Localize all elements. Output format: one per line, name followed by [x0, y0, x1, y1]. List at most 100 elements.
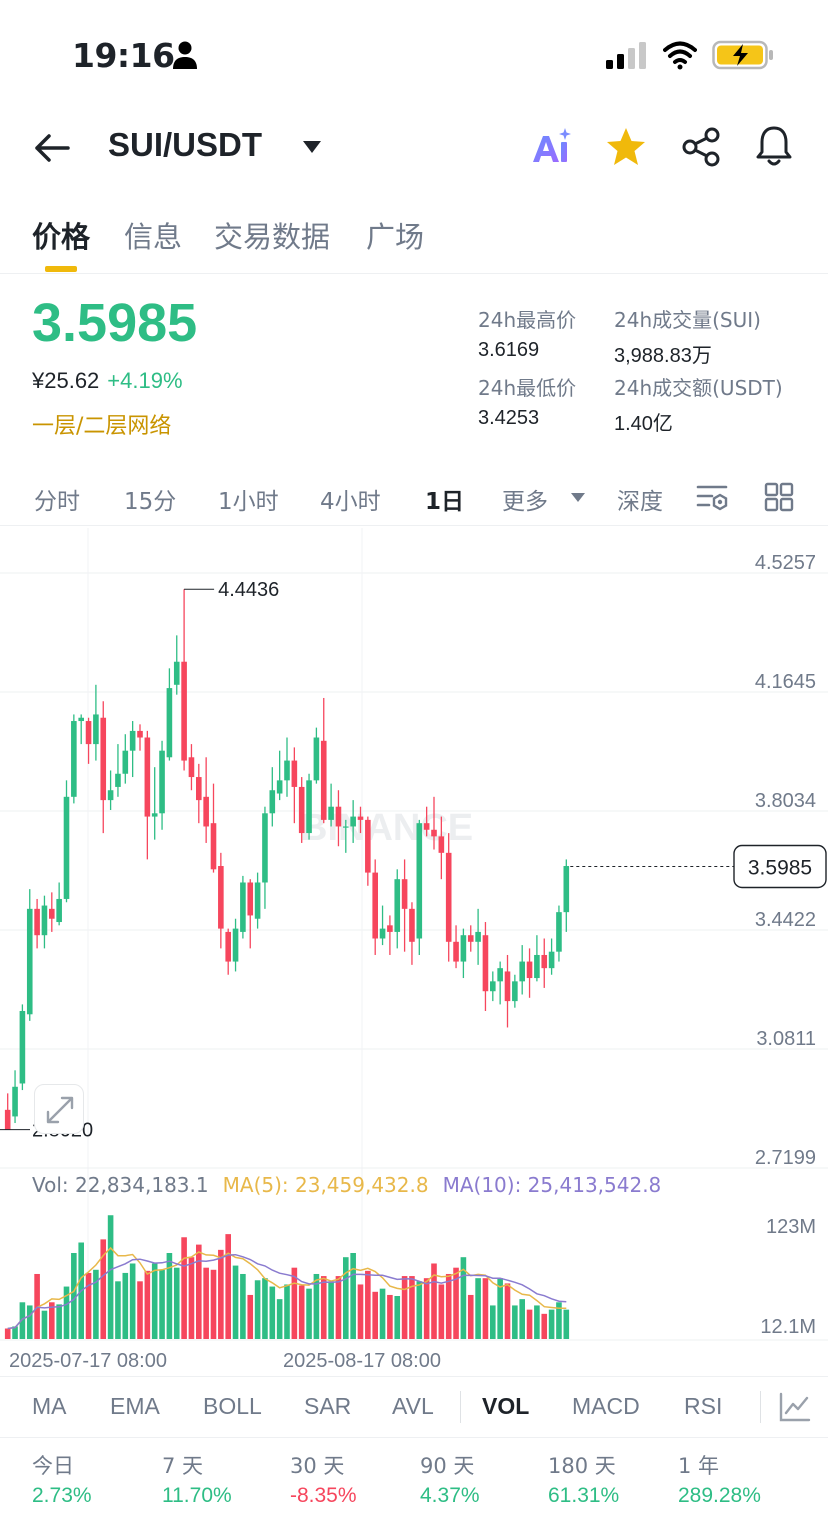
- candle-body: [225, 931, 231, 962]
- candle-body: [12, 1086, 18, 1117]
- volume-bar: [247, 1294, 254, 1339]
- price-cny: ¥25.62: [32, 368, 100, 393]
- interval-1d[interactable]: 1日: [425, 489, 465, 515]
- candle-body: [335, 806, 342, 827]
- interval-time-share[interactable]: 分时: [34, 489, 80, 515]
- kline-chart[interactable]: BINANCE 4.5257 4.1645 3.8034 3.4422 3.0811 2.7…: [0, 528, 828, 1374]
- expand-icon: [46, 1096, 74, 1124]
- volume-bar: [232, 1265, 239, 1339]
- battery-charging-icon: [712, 40, 773, 70]
- interval-4h[interactable]: 4小时: [320, 489, 381, 515]
- interval-more[interactable]: 更多: [502, 489, 548, 515]
- volume-bar: [159, 1269, 165, 1339]
- tab-info[interactable]: 信息: [124, 220, 183, 254]
- kline-chart-svg[interactable]: BINANCE4.52574.16453.80343.44223.08112.7…: [0, 528, 828, 1374]
- indicator-boll[interactable]: BOLL: [203, 1393, 262, 1419]
- share-icon[interactable]: [680, 126, 722, 168]
- volume-bar: [372, 1291, 378, 1339]
- y-axis-tick-label: 4.1645: [755, 671, 816, 693]
- stat-label: 24h成交量(SUI): [614, 308, 761, 332]
- indicator-macd[interactable]: MACD: [572, 1393, 640, 1419]
- volume-bar: [343, 1257, 349, 1339]
- volume-bar: [218, 1249, 224, 1339]
- pair-title[interactable]: SUI/USDT: [108, 126, 263, 163]
- caret-down-icon[interactable]: [302, 140, 322, 154]
- interval-1h[interactable]: 1小时: [218, 489, 279, 515]
- candle-body: [526, 961, 533, 979]
- volume-bar: [269, 1286, 276, 1339]
- caret-down-icon[interactable]: [570, 492, 586, 503]
- volume-bar: [122, 1272, 129, 1339]
- tab-square[interactable]: 广场: [366, 220, 425, 254]
- volume-bar: [63, 1286, 70, 1339]
- perf-label: 1 年: [678, 1454, 720, 1478]
- bell-icon[interactable]: [754, 124, 794, 168]
- volume-bar: [490, 1305, 496, 1339]
- volume-bar: [56, 1304, 62, 1339]
- back-arrow-icon[interactable]: [32, 128, 72, 168]
- indicator-sar[interactable]: SAR: [304, 1393, 352, 1419]
- perf-value: 61.31%: [548, 1484, 620, 1507]
- volume-bar: [401, 1276, 408, 1339]
- candle-body: [137, 730, 143, 738]
- indicator-settings-icon[interactable]: [778, 1391, 812, 1423]
- favorite-star-icon[interactable]: [604, 126, 648, 168]
- candle-body: [19, 1010, 26, 1084]
- ai-assistant-icon[interactable]: [530, 126, 574, 166]
- interval-15m[interactable]: 15分: [124, 489, 177, 515]
- depth-button[interactable]: 深度: [617, 489, 663, 515]
- candle-body: [504, 971, 511, 1002]
- network-tag[interactable]: 一层/二层网络: [32, 414, 172, 439]
- volume-bar: [49, 1302, 55, 1339]
- volume-bar: [137, 1281, 143, 1339]
- volume-bar: [100, 1239, 107, 1339]
- candle-body: [320, 740, 327, 820]
- interval-bar: 分时 15分 1小时 4小时 1日 更多 深度: [0, 468, 828, 526]
- candle-body: [497, 968, 503, 982]
- candle-body: [401, 879, 408, 909]
- volume-bar: [512, 1305, 518, 1339]
- volume-bar: [423, 1278, 430, 1339]
- active-tab-indicator: [45, 266, 77, 272]
- indicator-rsi[interactable]: RSI: [684, 1393, 723, 1419]
- perf-7d: 7 天 11.70%: [162, 1450, 232, 1508]
- indicator-bar: MA EMA BOLL SAR AVL VOL MACD RSI: [0, 1376, 828, 1438]
- volume-bar: [445, 1273, 452, 1339]
- volume-bar: [365, 1270, 371, 1339]
- indicator-ma[interactable]: MA: [32, 1393, 67, 1419]
- stat-label: 24h最低价: [478, 376, 577, 400]
- indicator-vol[interactable]: VOL: [482, 1393, 530, 1419]
- expand-chart-button[interactable]: [34, 1084, 84, 1134]
- divider: [460, 1391, 461, 1423]
- pair-header: SUI/USDT: [0, 110, 828, 186]
- volume-bar: [85, 1272, 92, 1339]
- candle-body: [151, 813, 158, 817]
- volume-bar: [306, 1288, 312, 1339]
- volume-bar: [210, 1269, 217, 1339]
- candle-body: [298, 786, 305, 834]
- indicator-ema[interactable]: EMA: [110, 1393, 160, 1419]
- layout-grid-icon[interactable]: [764, 482, 794, 512]
- candle-body: [254, 882, 261, 919]
- volume-bar: [431, 1263, 437, 1339]
- indicator-avl[interactable]: AVL: [392, 1393, 434, 1419]
- volume-bar: [262, 1278, 268, 1339]
- candle-body: [115, 773, 121, 787]
- candle-body: [4, 1109, 11, 1130]
- chart-settings-icon[interactable]: [696, 482, 730, 514]
- divider: [760, 1391, 761, 1423]
- candle-body: [173, 661, 180, 685]
- candle-body: [56, 898, 62, 923]
- candle-body: [129, 730, 136, 751]
- price-change: +4.19%: [107, 368, 183, 393]
- volume-bar: [335, 1276, 342, 1339]
- candle-body: [49, 908, 55, 919]
- perf-value: 289.28%: [678, 1484, 761, 1507]
- tab-price[interactable]: 价格: [32, 220, 91, 254]
- candle-body: [144, 737, 151, 817]
- volume-bar: [453, 1267, 459, 1339]
- volume-bar: [240, 1273, 246, 1339]
- tab-trading-data[interactable]: 交易数据: [214, 220, 331, 254]
- volume-legend: Vol: 22,834,183.1 MA(5): 23,459,432.8 MA(1…: [32, 1173, 661, 1197]
- candle-body: [247, 882, 254, 916]
